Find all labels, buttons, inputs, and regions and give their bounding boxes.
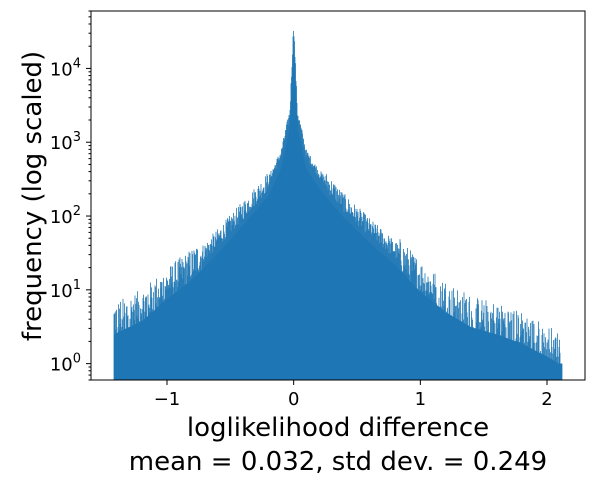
x-tick-label: 0 [288,389,299,410]
y-axis-label: frequency (log scaled) [18,51,48,341]
x-tick-label: 2 [541,389,552,410]
y-tick-label: 103 [50,130,81,154]
histogram-bars [113,30,563,381]
chart-caption: mean = 0.032, std dev. = 0.249 [129,447,547,477]
y-axis-ticks: 100 101 102 103 104 [50,10,91,381]
plot-frame [90,10,586,381]
x-axis-label: loglikelihood difference [187,413,489,443]
x-axis-ticks: −1 0 1 2 [154,380,553,410]
y-tick-label: 101 [50,278,81,302]
x-tick-label: −1 [154,389,181,410]
y-tick-label: 100 [50,352,81,376]
y-tick-label: 102 [50,204,81,228]
y-tick-label: 104 [50,56,81,80]
x-tick-label: 1 [415,389,426,410]
